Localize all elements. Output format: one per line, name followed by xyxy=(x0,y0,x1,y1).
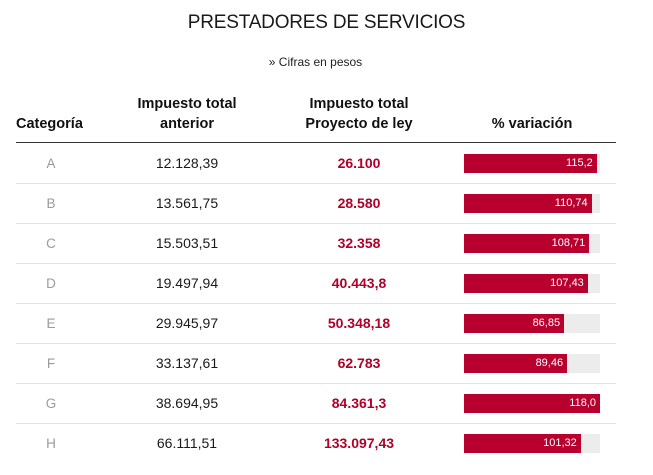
variation-label: 107,43 xyxy=(550,277,584,289)
table-row: B 13.561,75 28.580 110,74 xyxy=(16,184,616,224)
category-cell: D xyxy=(46,276,56,291)
table-row: C 15.503,51 32.358 108,71 xyxy=(16,224,616,264)
variation-bar: 118,0 xyxy=(464,394,600,413)
previous-tax-cell: 33.137,61 xyxy=(155,355,219,371)
header-previous-tax: Impuesto total anterior xyxy=(111,94,263,134)
project-tax-cell: 62.783 xyxy=(337,355,381,371)
chart-title: PRESTADORES DE SERVICIOS xyxy=(187,12,466,33)
category-cell: H xyxy=(46,436,56,451)
variation-bar-track: 86,85 xyxy=(464,314,600,333)
table-body: A 12.128,39 26.100 115,2 B 13.561,75 28.580 110… xyxy=(16,144,616,463)
variation-bar: 86,85 xyxy=(464,314,565,333)
header-variation: % variación xyxy=(491,116,573,132)
variation-bar: 110,74 xyxy=(464,194,592,213)
category-cell: G xyxy=(45,396,57,411)
previous-tax-cell: 12.128,39 xyxy=(155,155,219,171)
previous-tax-cell: 19.497,94 xyxy=(155,275,219,291)
variation-label: 108,71 xyxy=(551,237,586,249)
variation-label: 115,2 xyxy=(566,157,593,169)
project-tax-cell: 50.348,18 xyxy=(327,315,391,331)
category-cell: C xyxy=(46,236,56,251)
table-row: A 12.128,39 26.100 115,2 xyxy=(16,144,616,184)
header-previous-line2: anterior xyxy=(160,116,214,132)
variation-bar-track: 110,74 xyxy=(464,194,600,213)
variation-label: 101,32 xyxy=(543,437,577,449)
table-row: E 29.945,97 50.348,18 86,85 xyxy=(16,304,616,344)
variation-bar-track: 107,43 xyxy=(464,274,600,293)
table-row: H 66.111,51 133.097,43 101,32 xyxy=(16,424,616,463)
previous-tax-cell: 38.694,95 xyxy=(155,395,219,411)
project-tax-cell: 32.358 xyxy=(337,235,381,251)
variation-label: 110,74 xyxy=(554,197,588,209)
header-project-tax: Impuesto total Proyecto de ley xyxy=(283,94,435,134)
previous-tax-cell: 15.503,51 xyxy=(155,235,219,251)
project-tax-cell: 133.097,43 xyxy=(323,435,395,451)
variation-bar-track: 118,0 xyxy=(464,394,600,413)
chart-subtitle: » Cifras en pesos xyxy=(268,55,363,69)
variation-bar: 101,32 xyxy=(464,434,581,453)
table-row: G 38.694,95 84.361,3 118,0 xyxy=(16,384,616,424)
variation-bar-track: 89,46 xyxy=(464,354,600,373)
previous-tax-cell: 29.945,97 xyxy=(155,315,219,331)
category-cell: B xyxy=(46,196,56,211)
variation-bar: 89,46 xyxy=(464,354,568,373)
variation-label: 86,85 xyxy=(532,317,561,329)
variation-label: 89,46 xyxy=(535,357,564,369)
category-cell: E xyxy=(46,316,56,331)
header-previous-line1: Impuesto total xyxy=(137,96,237,112)
table-row: F 33.137,61 62.783 89,46 xyxy=(16,344,616,384)
category-cell: A xyxy=(46,156,56,171)
project-tax-cell: 40.443,8 xyxy=(331,275,387,291)
variation-bar: 107,43 xyxy=(464,274,588,293)
category-cell: F xyxy=(46,356,56,371)
project-tax-cell: 26.100 xyxy=(337,155,381,171)
variation-bar: 115,2 xyxy=(464,154,597,173)
header-category: Categoría xyxy=(16,116,83,132)
project-tax-cell: 84.361,3 xyxy=(331,395,387,411)
variation-bar-track: 108,71 xyxy=(464,234,600,253)
variation-bar-track: 115,2 xyxy=(464,154,600,173)
variation-label: 118,0 xyxy=(569,397,596,409)
table-header: Categoría Impuesto total anterior Impues… xyxy=(16,94,616,143)
header-project-line2: Proyecto de ley xyxy=(305,116,413,132)
variation-bar-track: 101,32 xyxy=(464,434,600,453)
header-project-line1: Impuesto total xyxy=(309,96,409,112)
project-tax-cell: 28.580 xyxy=(337,195,381,211)
table-row: D 19.497,94 40.443,8 107,43 xyxy=(16,264,616,304)
variation-bar: 108,71 xyxy=(464,234,590,253)
previous-tax-cell: 13.561,75 xyxy=(155,195,219,211)
previous-tax-cell: 66.111,51 xyxy=(156,435,218,451)
